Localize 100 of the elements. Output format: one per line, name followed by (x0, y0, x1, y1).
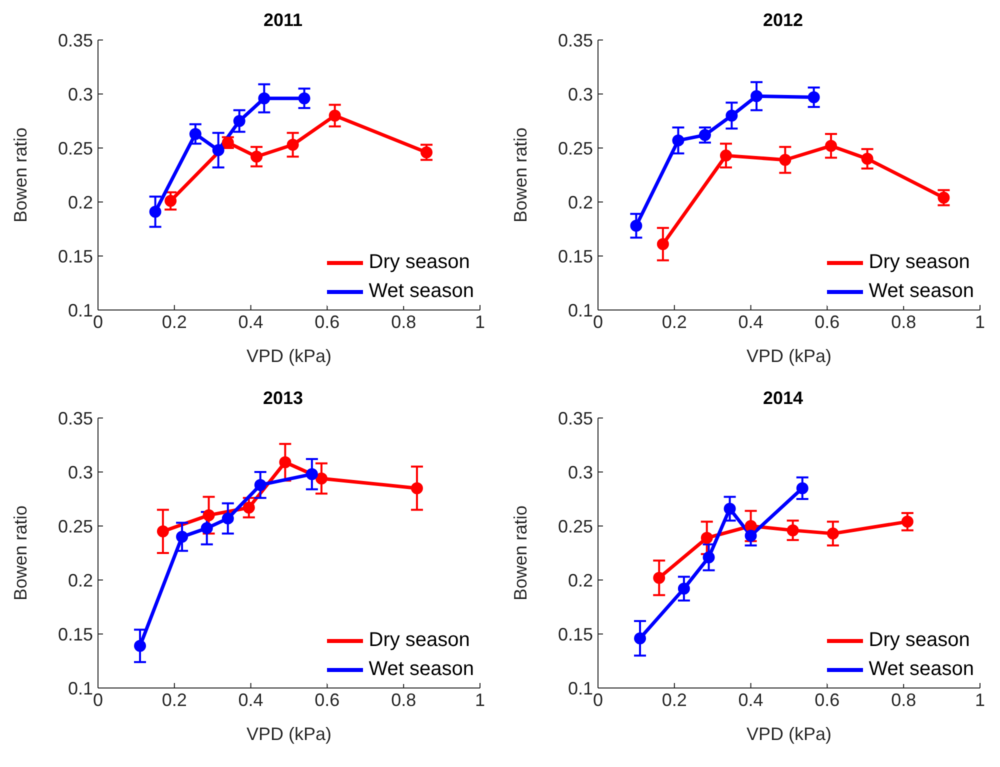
point (724, 502, 736, 515)
y-tick-label: 0.2 (568, 570, 593, 590)
point (156, 525, 169, 538)
point (250, 150, 263, 163)
legend-label: Wet season (868, 279, 974, 304)
legend-label: Wet season (368, 657, 474, 682)
y-axis-title: Bowen ratio (510, 505, 530, 601)
point (786, 524, 799, 536)
y-tick-label: 0.15 (558, 246, 593, 266)
y-tick-label: 0.3 (68, 84, 93, 104)
legend-label: Dry season (368, 628, 470, 653)
x-tick-label: 0.6 (814, 690, 840, 710)
y-tick-label: 0.35 (58, 408, 93, 428)
y-tick-label: 0.3 (68, 462, 93, 482)
point (796, 482, 808, 494)
y-tick-label: 0.3 (568, 462, 593, 482)
point (861, 152, 874, 165)
y-tick-label: 0.25 (58, 516, 93, 536)
x-tick-label: 0.2 (162, 312, 187, 332)
point (212, 144, 224, 156)
point (328, 110, 341, 122)
x-axis-title: VPD (kPa) (246, 346, 332, 366)
y-tick-label: 0.35 (58, 30, 93, 50)
y-tick-label: 0.1 (68, 300, 93, 320)
x-tick-label: 0.2 (162, 690, 187, 710)
chart-title: 2011 (262, 9, 304, 32)
x-axis-title: VPD (kPa) (246, 724, 332, 744)
point (222, 512, 234, 524)
point (744, 520, 757, 532)
y-tick-label: 0.3 (568, 84, 593, 104)
y-axis-title: Bowen ratio (10, 127, 30, 223)
x-tick-label: 0 (92, 312, 104, 332)
x-tick-label: 1 (974, 690, 986, 710)
x-tick-label: 0.4 (238, 690, 264, 710)
point (808, 91, 820, 104)
point (189, 128, 202, 140)
point (242, 502, 255, 514)
point (164, 194, 177, 207)
x-tick-label: 1 (474, 312, 486, 332)
point (254, 478, 266, 491)
x-tick-label: 0 (592, 690, 604, 710)
point (279, 456, 292, 468)
point (233, 115, 246, 127)
point (938, 192, 950, 204)
legend-label: Dry season (868, 628, 970, 653)
point (420, 146, 433, 158)
point (176, 530, 188, 543)
y-tick-label: 0.35 (558, 408, 593, 428)
x-tick-label: 0.6 (314, 690, 340, 710)
point (702, 551, 715, 564)
point (634, 632, 646, 644)
y-tick-label: 0.25 (58, 138, 93, 158)
x-tick-label: 0.4 (238, 312, 264, 332)
point (779, 154, 792, 166)
x-tick-label: 0.2 (662, 312, 687, 332)
y-tick-label: 0.1 (568, 678, 593, 698)
point (258, 92, 270, 104)
y-tick-label: 0.1 (68, 678, 93, 698)
x-tick-label: 0.4 (738, 690, 764, 710)
point (720, 150, 732, 162)
point (901, 516, 914, 528)
point (149, 206, 162, 218)
point (630, 220, 642, 232)
point (134, 640, 146, 652)
y-tick-label: 0.2 (68, 192, 93, 212)
point (306, 468, 318, 480)
y-axis-title: Bowen ratio (10, 505, 30, 601)
point (286, 138, 299, 151)
x-tick-label: 0.8 (391, 312, 416, 332)
point (202, 509, 215, 522)
y-tick-label: 0.35 (558, 30, 593, 50)
x-tick-label: 0.2 (662, 690, 687, 710)
y-tick-label: 0.2 (568, 192, 593, 212)
x-tick-label: 0.6 (814, 312, 840, 332)
legend-label: Wet season (868, 657, 974, 682)
point (750, 90, 763, 102)
legend-label: Dry season (368, 250, 470, 275)
chart-title: 2013 (262, 387, 304, 410)
point (200, 522, 213, 534)
y-tick-label: 0.2 (68, 570, 93, 590)
y-tick-label: 0.1 (568, 300, 593, 320)
point (700, 532, 713, 544)
x-tick-label: 0 (92, 690, 104, 710)
y-tick-label: 0.15 (58, 624, 93, 644)
x-axis-title: VPD (kPa) (746, 346, 832, 366)
x-tick-label: 0.4 (738, 312, 764, 332)
point (653, 572, 666, 584)
x-tick-label: 0 (592, 312, 604, 332)
point (678, 582, 690, 595)
legend-label: Dry season (868, 250, 970, 275)
y-tick-label: 0.15 (558, 624, 593, 644)
point (698, 129, 711, 142)
y-tick-label: 0.25 (558, 138, 593, 158)
point (410, 482, 423, 494)
point (298, 92, 310, 104)
point (656, 238, 669, 250)
y-tick-label: 0.15 (58, 246, 93, 266)
x-tick-label: 0.8 (891, 312, 916, 332)
y-axis-title: Bowen ratio (510, 127, 530, 223)
x-tick-label: 0.8 (891, 690, 916, 710)
